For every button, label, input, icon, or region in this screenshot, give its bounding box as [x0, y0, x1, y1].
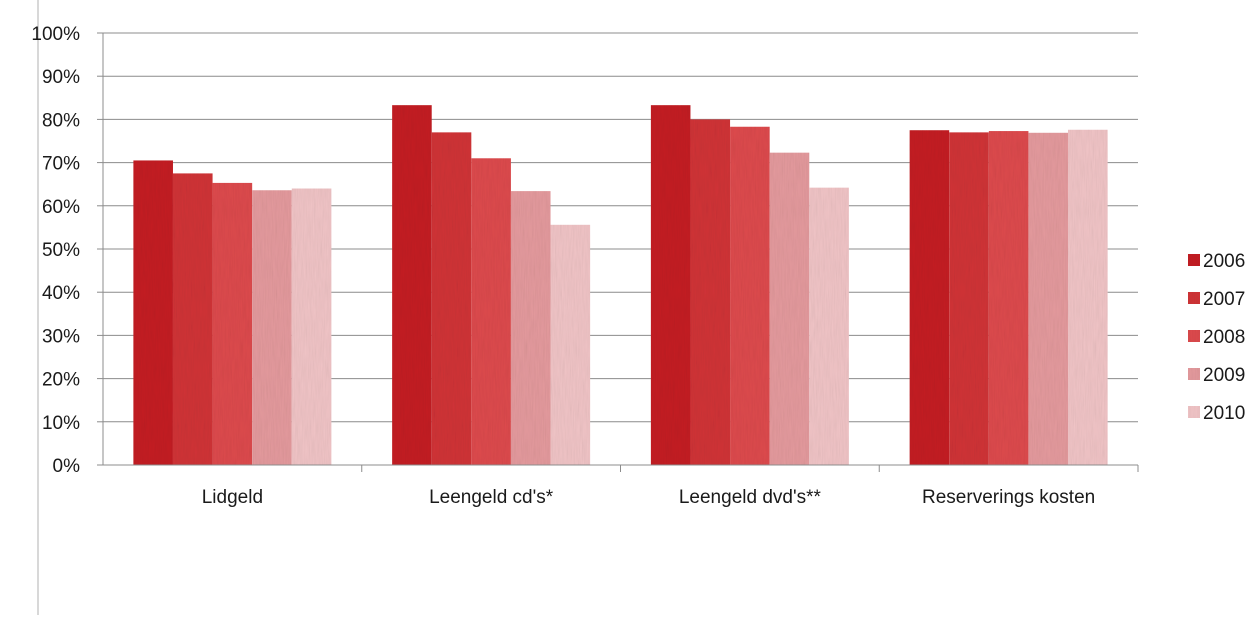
bar-2007-3 — [690, 119, 731, 466]
legend-swatch — [1188, 368, 1200, 380]
bar-2006-2 — [392, 105, 432, 466]
bar-2008-4 — [988, 131, 1029, 465]
legend-label: 2007 — [1203, 289, 1245, 310]
x-category-label: Reserverings kosten — [922, 487, 1095, 508]
y-tick-label: 100% — [31, 24, 80, 45]
bar-2010-2 — [550, 224, 591, 465]
y-tick-label: 20% — [42, 370, 80, 391]
bars — [133, 105, 1108, 466]
legend-item-2007: 2007 — [1188, 289, 1245, 310]
axes — [97, 32, 1139, 472]
bar-2006-3 — [650, 105, 691, 466]
legend-label: 2009 — [1203, 365, 1245, 386]
legend-swatch — [1188, 254, 1200, 266]
y-tick-label: 70% — [42, 154, 80, 175]
legend-item-2010: 2010 — [1188, 403, 1245, 424]
y-tick-label: 0% — [53, 456, 81, 477]
bar-2006-4 — [909, 130, 950, 465]
bar-2007-4 — [949, 132, 989, 466]
bar-2009-4 — [1028, 132, 1069, 466]
y-tick-label: 30% — [42, 326, 80, 347]
legend-label: 2010 — [1203, 403, 1245, 424]
y-tick-label: 10% — [42, 413, 80, 434]
y-tick-label: 50% — [42, 240, 80, 261]
y-tick-labels: 0% 10% 20% 30% 40% 50% 60% 70% 80% 90% 100% — [31, 24, 80, 477]
bar-2007-2 — [431, 132, 472, 466]
y-tick-label: 40% — [42, 283, 80, 304]
bar-2008-2 — [471, 158, 511, 465]
bar-2007-1 — [172, 173, 213, 465]
bar-2008-3 — [730, 126, 770, 465]
legend-swatch — [1188, 292, 1200, 304]
x-category-label: Lidgeld — [202, 487, 263, 508]
bar-2010-4 — [1068, 129, 1108, 465]
legend-label: 2006 — [1203, 251, 1245, 272]
legend: 2006 2007 2008 2009 2010 — [1188, 251, 1245, 424]
bar-2010-3 — [809, 187, 849, 465]
x-category-label: Leengeld cd's* — [429, 487, 554, 508]
y-tick-label: 60% — [42, 197, 80, 218]
bar-2009-3 — [769, 152, 810, 465]
legend-item-2009: 2009 — [1188, 365, 1245, 386]
bar-2010-1 — [291, 188, 332, 465]
y-tick-label: 90% — [42, 67, 80, 88]
bar-2006-1 — [133, 160, 173, 465]
bar-2008-1 — [212, 182, 253, 466]
legend-swatch — [1188, 330, 1200, 342]
bar-2009-1 — [252, 190, 292, 466]
y-tick-label: 80% — [42, 110, 80, 131]
x-category-label: Leengeld dvd's** — [679, 487, 822, 508]
category-labels: Lidgeld Leengeld cd's* Leengeld dvd's** Res… — [202, 487, 1095, 508]
bar-2009-2 — [510, 191, 551, 465]
legend-item-2006: 2006 — [1188, 251, 1245, 272]
legend-item-2008: 2008 — [1188, 327, 1245, 348]
legend-label: 2008 — [1203, 327, 1245, 348]
legend-swatch — [1188, 406, 1200, 418]
